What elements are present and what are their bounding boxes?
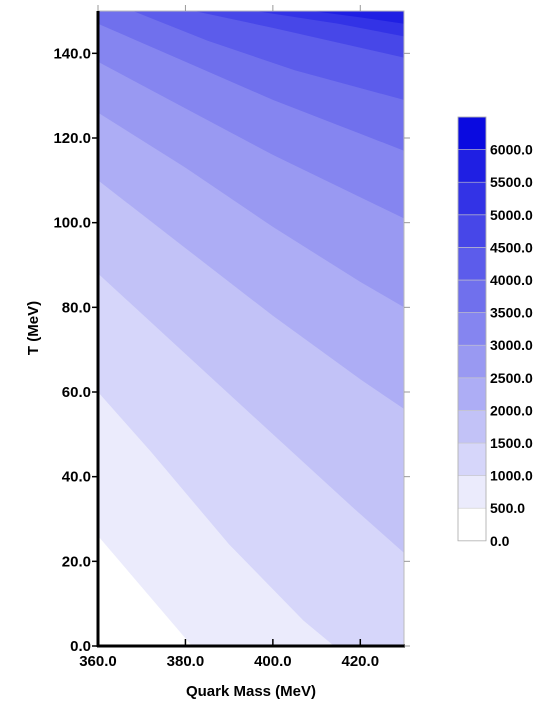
x-tick-label: 360.0 xyxy=(79,653,117,670)
legend-swatch xyxy=(457,312,487,346)
x-tick-label: 400.0 xyxy=(254,653,292,670)
contour-band-11 xyxy=(98,11,404,24)
legend-label: 0.0 xyxy=(490,533,510,549)
y-tick-label: 0.0 xyxy=(70,638,91,655)
legend-swatch xyxy=(457,247,487,281)
legend-label: 3000.0 xyxy=(490,337,533,353)
legend-swatch xyxy=(457,279,487,313)
x-axis-label: Quark Mass (MeV) xyxy=(186,683,316,700)
legend-swatch xyxy=(457,149,487,183)
x-tick-label: 380.0 xyxy=(167,653,205,670)
y-tick-label: 80.0 xyxy=(62,299,91,316)
y-tick-label: 120.0 xyxy=(53,130,91,147)
legend-label: 1000.0 xyxy=(490,468,533,484)
legend-swatch xyxy=(457,377,487,411)
legend-frame xyxy=(457,116,487,542)
legend-label: 4000.0 xyxy=(490,272,533,288)
legend-label: 3500.0 xyxy=(490,305,533,321)
y-tick-label: 100.0 xyxy=(53,215,91,232)
x-axis-ticks: 360.0 380.0 400.0 420.0 xyxy=(79,5,379,670)
contour-band-10 xyxy=(98,11,404,37)
contour-band-9 xyxy=(98,11,404,58)
y-tick-label: 20.0 xyxy=(62,553,91,570)
x-tick-label: 420.0 xyxy=(342,653,380,670)
legend-swatch xyxy=(457,181,487,216)
legend-label: 5000.0 xyxy=(490,207,533,223)
plot-area xyxy=(98,11,404,646)
legend-label: 5500.0 xyxy=(490,174,533,190)
legend-label: 1500.0 xyxy=(490,435,533,451)
legend-swatch xyxy=(457,214,487,248)
legend-label: 4500.0 xyxy=(490,239,533,255)
y-axis-label: T (MeV) xyxy=(25,301,42,355)
y-tick-label: 60.0 xyxy=(62,384,91,401)
legend-swatch xyxy=(457,507,487,542)
legend-label: 2500.0 xyxy=(490,370,533,386)
y-tick-label: 40.0 xyxy=(62,469,91,486)
legend-swatch xyxy=(457,442,487,476)
legend-label: 2000.0 xyxy=(490,402,533,418)
y-tick-label: 140.0 xyxy=(53,45,91,62)
legend-swatch xyxy=(457,116,487,150)
legend-label: 6000.0 xyxy=(490,142,533,158)
legend-label: 500.0 xyxy=(490,500,525,516)
y-axis-ticks: 0.0 20.0 40.0 60.0 80.0 100.0 120.0 140.0 xyxy=(53,45,410,655)
legend-swatch xyxy=(457,475,487,509)
legend-swatch xyxy=(457,344,487,379)
legend-swatch xyxy=(457,410,487,444)
color-legend: 0.0 500.0 1000.0 1500.0 2000.0 2500.0 3000.0 35… xyxy=(457,116,533,549)
